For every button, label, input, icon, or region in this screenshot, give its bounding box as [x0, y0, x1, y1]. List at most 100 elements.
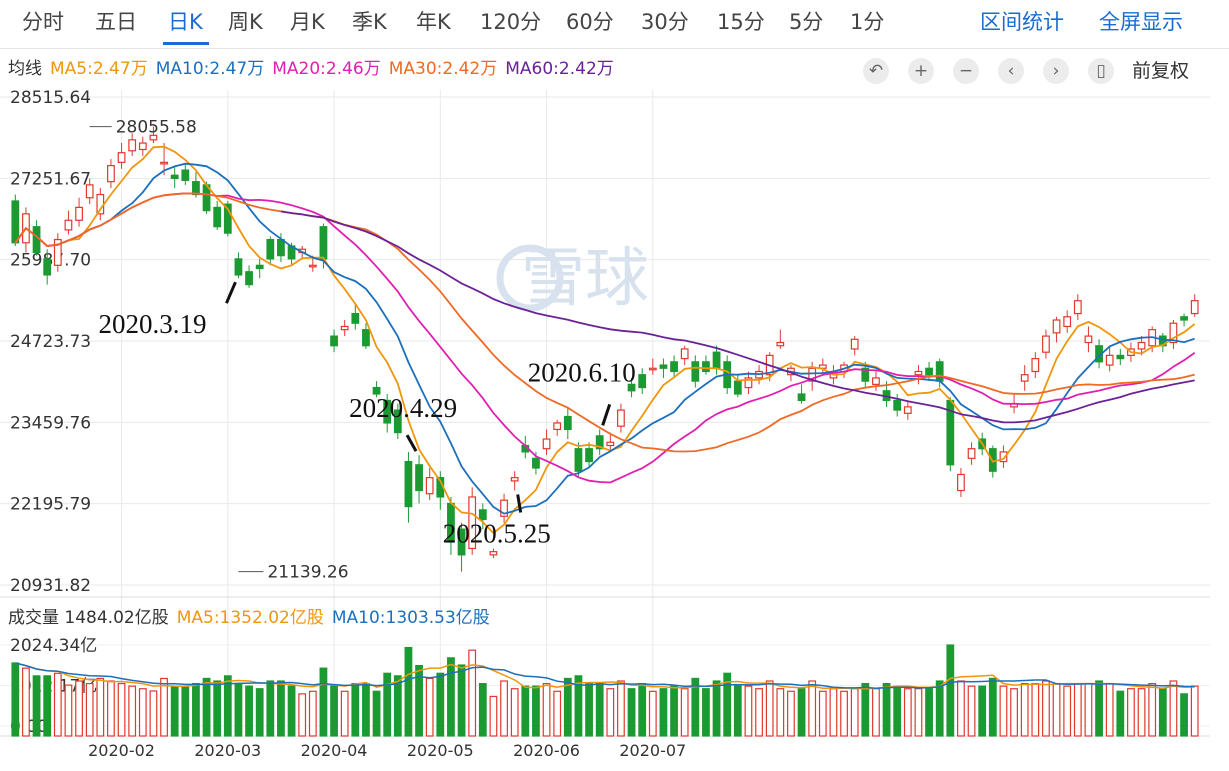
candle-body[interactable] — [75, 206, 83, 221]
candle-body[interactable] — [170, 174, 179, 180]
volume-bar[interactable] — [765, 680, 774, 737]
candle-body[interactable] — [1063, 316, 1072, 328]
volume-bar[interactable] — [776, 688, 785, 737]
candle-body[interactable] — [702, 361, 710, 373]
candle-body[interactable] — [1190, 300, 1199, 315]
fullscreen-button[interactable]: 全屏显示 — [1099, 10, 1183, 34]
volume-bar[interactable] — [404, 646, 413, 737]
volume-bar[interactable] — [468, 649, 477, 737]
volume-bar[interactable] — [245, 685, 253, 737]
range-stats-button[interactable]: 区间统计 — [980, 10, 1064, 34]
volume-bar[interactable] — [808, 680, 817, 737]
volume-bar[interactable] — [744, 685, 753, 737]
candle-body[interactable] — [351, 312, 360, 324]
volume-bar[interactable] — [1063, 685, 1072, 737]
candle-body[interactable] — [457, 528, 466, 556]
candle-body[interactable] — [43, 258, 52, 276]
volume-bar[interactable] — [223, 675, 232, 737]
candle-body[interactable] — [181, 169, 190, 181]
volume-bar[interactable] — [1148, 682, 1157, 737]
candle-body[interactable] — [1180, 316, 1188, 321]
volume-bar[interactable] — [287, 685, 296, 737]
candle-body[interactable] — [372, 386, 381, 395]
volume-bar[interactable] — [988, 677, 997, 737]
candle-body[interactable] — [680, 348, 689, 360]
volume-bar[interactable] — [53, 672, 62, 737]
tab-6[interactable]: 年K — [416, 10, 451, 34]
candle-body[interactable] — [277, 238, 285, 257]
volume-bar[interactable] — [160, 677, 168, 737]
candle-body[interactable] — [138, 142, 147, 151]
volume-bar[interactable] — [1052, 682, 1061, 737]
volume-bar[interactable] — [22, 667, 30, 737]
volume-bar[interactable] — [627, 688, 636, 737]
volume-bar[interactable] — [914, 688, 923, 737]
volume-bar[interactable] — [75, 680, 83, 737]
volume-bar[interactable] — [563, 677, 572, 737]
volume-bar[interactable] — [702, 688, 710, 737]
candle-icon[interactable]: ▯ — [1088, 58, 1114, 84]
candle-body[interactable] — [712, 351, 721, 369]
candle-body[interactable] — [733, 380, 742, 395]
volume-bar[interactable] — [903, 688, 912, 737]
candle-body[interactable] — [1031, 358, 1040, 373]
candle-body[interactable] — [11, 200, 20, 244]
volume-bar[interactable] — [967, 685, 976, 737]
volume-bar[interactable] — [978, 685, 987, 737]
candle-body[interactable] — [149, 134, 158, 141]
tab-11[interactable]: 5分 — [789, 10, 824, 34]
candle-body[interactable] — [383, 399, 392, 424]
candle-body[interactable] — [776, 341, 785, 347]
volume-bar[interactable] — [202, 677, 211, 737]
candle-body[interactable] — [415, 464, 423, 492]
candle-body[interactable] — [914, 370, 923, 376]
candle-body[interactable] — [617, 409, 625, 427]
volume-bar[interactable] — [478, 682, 487, 737]
candle-body[interactable] — [404, 460, 413, 508]
volume-bar[interactable] — [861, 682, 870, 737]
volume-bar[interactable] — [1105, 682, 1114, 737]
volume-bar[interactable] — [893, 685, 902, 737]
candle-body[interactable] — [489, 551, 498, 556]
zoom-out-icon[interactable]: − — [953, 58, 979, 84]
candle-body[interactable] — [234, 258, 243, 276]
candle-body[interactable] — [574, 448, 583, 472]
volume-bar[interactable] — [818, 690, 827, 737]
candle-body[interactable] — [117, 152, 126, 163]
volume-bar[interactable] — [107, 680, 115, 737]
candle-body[interactable] — [691, 361, 700, 382]
candle-body[interactable] — [585, 448, 593, 463]
volume-bar[interactable] — [1169, 680, 1178, 737]
volume-bar[interactable] — [436, 672, 445, 737]
candle-body[interactable] — [893, 399, 902, 411]
candle-body[interactable] — [500, 499, 508, 517]
volume-bar[interactable] — [255, 688, 264, 737]
candle-body[interactable] — [255, 264, 264, 270]
candle-body[interactable] — [340, 325, 349, 331]
volume-bar[interactable] — [1042, 680, 1050, 737]
candle-body[interactable] — [85, 184, 94, 199]
volume-bar[interactable] — [500, 680, 508, 737]
volume-bar[interactable] — [1127, 688, 1135, 737]
tab-4[interactable]: 月K — [290, 10, 325, 34]
volume-bar[interactable] — [999, 685, 1008, 737]
candle-body[interactable] — [850, 338, 859, 350]
candle-body[interactable] — [595, 435, 604, 450]
candle-body[interactable] — [1052, 319, 1061, 334]
candle-body[interactable] — [64, 219, 73, 231]
candle-body[interactable] — [53, 238, 62, 266]
volume-bar[interactable] — [733, 685, 742, 737]
candle-body[interactable] — [107, 164, 115, 183]
volume-bar[interactable] — [351, 682, 360, 737]
volume-bar[interactable] — [96, 677, 105, 737]
candle-body[interactable] — [1116, 354, 1125, 360]
candle-body[interactable] — [478, 509, 487, 521]
volume-bar[interactable] — [192, 682, 200, 737]
volume-bar[interactable] — [489, 695, 498, 737]
candle-body[interactable] — [393, 409, 402, 434]
volume-bar[interactable] — [266, 680, 275, 737]
volume-bar[interactable] — [946, 644, 955, 737]
candle-body[interactable] — [245, 271, 253, 286]
candle-body[interactable] — [744, 377, 753, 389]
tab-8[interactable]: 60分 — [566, 10, 614, 34]
